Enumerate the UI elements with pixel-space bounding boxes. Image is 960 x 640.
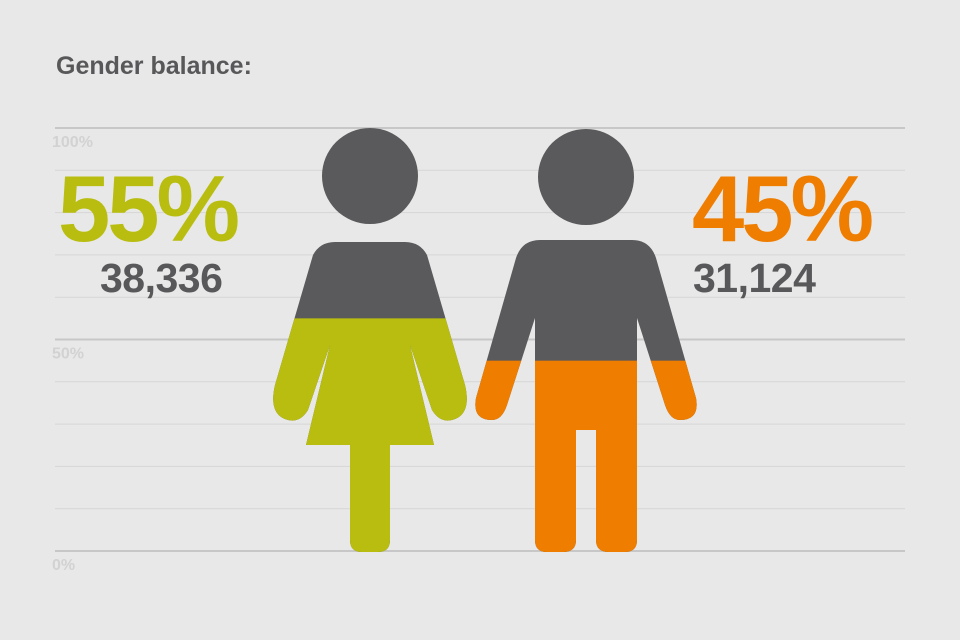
y-tick-label: 50% [52, 346, 84, 363]
male-bar [475, 360, 697, 552]
y-tick-label: 100% [52, 134, 93, 151]
male-percent-label: 45% [692, 156, 874, 261]
female-bar [273, 318, 467, 552]
y-tick-label: 0% [52, 557, 75, 574]
female-percent-label: 55% [58, 156, 240, 261]
grid [55, 127, 905, 552]
female-count-label: 38,336 [100, 255, 223, 301]
male-count-label: 31,124 [693, 255, 816, 301]
chart-title: Gender balance: [56, 52, 252, 80]
y-axis-ticks: 100% 50% 0% [52, 134, 93, 574]
